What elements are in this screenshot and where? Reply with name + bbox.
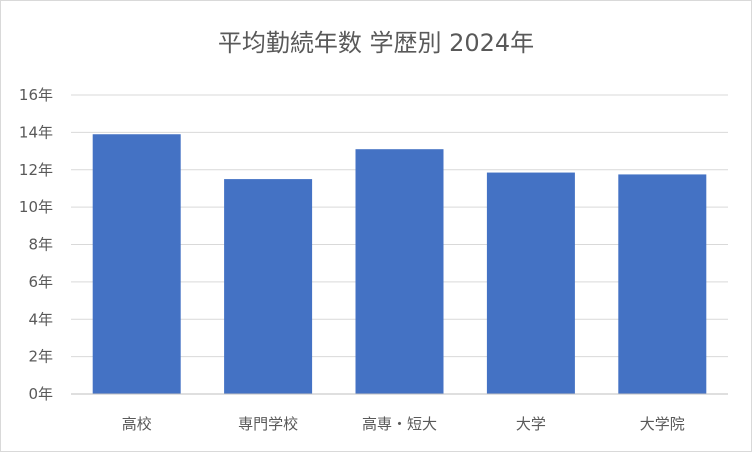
y-tick-label: 8年 bbox=[28, 236, 53, 254]
y-tick-label: 12年 bbox=[19, 161, 53, 179]
y-tick-label: 4年 bbox=[28, 310, 53, 328]
y-tick-label: 0年 bbox=[28, 385, 53, 403]
y-tick-label: 2年 bbox=[28, 348, 53, 366]
x-tick-label: 専門学校 bbox=[238, 415, 298, 433]
x-tick-label: 高校 bbox=[122, 415, 152, 433]
y-tick-label: 10年 bbox=[19, 198, 53, 216]
bar bbox=[92, 134, 181, 394]
y-tick-label: 6年 bbox=[28, 273, 53, 291]
y-tick-label: 14年 bbox=[19, 123, 53, 141]
bar bbox=[355, 149, 444, 394]
bar bbox=[486, 172, 575, 394]
chart-title: 平均勤続年数 学歴別 2024年 bbox=[217, 29, 535, 57]
bar bbox=[618, 174, 707, 394]
x-tick-label: 高専・短大 bbox=[362, 415, 437, 433]
x-tick-label: 大学院 bbox=[640, 415, 685, 433]
x-tick-label: 大学 bbox=[516, 415, 546, 433]
bar bbox=[224, 179, 313, 394]
y-tick-label: 16年 bbox=[19, 86, 53, 104]
